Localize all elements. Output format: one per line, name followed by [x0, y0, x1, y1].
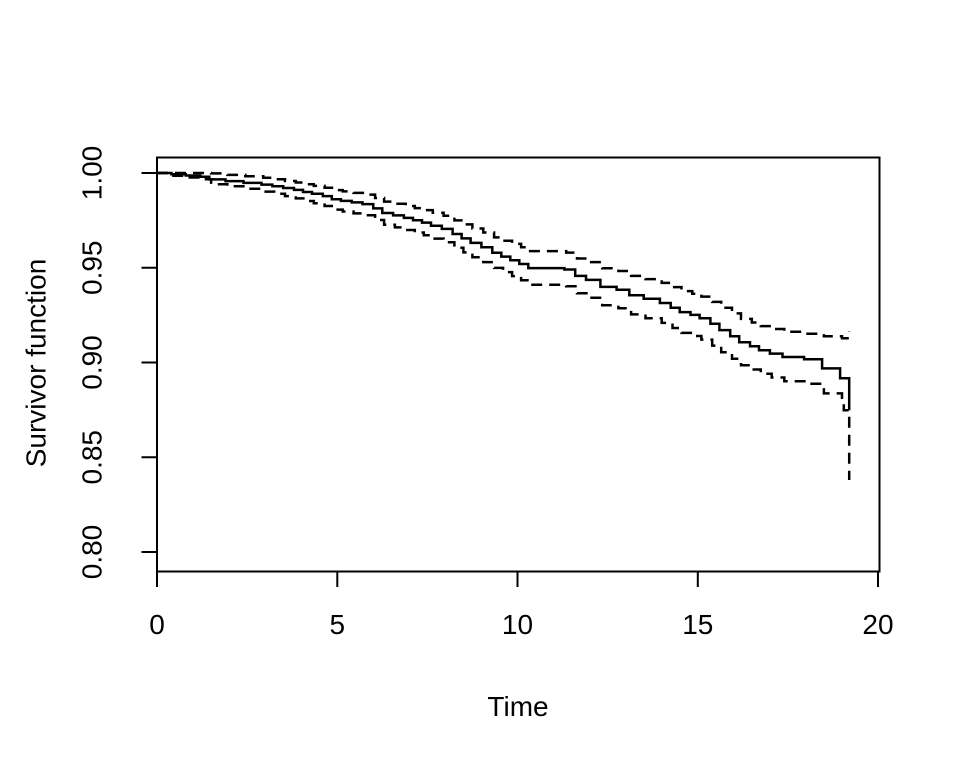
x-tick-label-10: 10 [502, 609, 533, 640]
x-axis-tick-labels: 0 5 10 15 20 [149, 609, 893, 640]
y-tick-label-0.85: 0.85 [77, 430, 108, 485]
y-axis-title: Survivor function [21, 259, 52, 468]
x-tick-label-15: 15 [682, 609, 713, 640]
y-tick-label-0.95: 0.95 [77, 241, 108, 296]
survivor-estimate-curve [157, 171, 851, 411]
y-tick-label-0.80: 0.80 [77, 525, 108, 580]
y-axis-tick-labels: 1.00 0.95 0.90 0.85 0.80 [77, 146, 108, 580]
lower-confidence-band-curve [157, 171, 851, 480]
x-tick-label-5: 5 [330, 609, 346, 640]
y-tick-label-1.00: 1.00 [77, 146, 108, 201]
x-axis-ticks [156, 571, 879, 587]
plot-box [156, 156, 881, 573]
x-tick-label-20: 20 [862, 609, 893, 640]
y-axis-ticks [141, 172, 157, 553]
x-tick-label-0: 0 [149, 609, 165, 640]
x-axis-title: Time [487, 691, 548, 722]
y-tick-label-0.90: 0.90 [77, 335, 108, 390]
